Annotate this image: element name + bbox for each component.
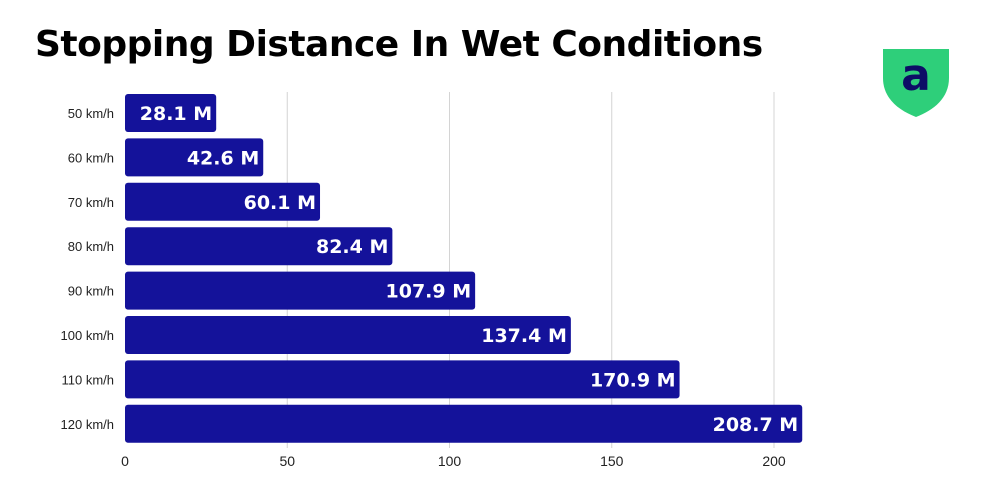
- chart-title: Stopping Distance In Wet Conditions: [35, 24, 763, 65]
- bar-value-label: 107.9 M: [386, 281, 472, 303]
- category-label: 50 km/h: [68, 106, 114, 121]
- bar: [125, 316, 571, 354]
- category-label: 100 km/h: [61, 328, 114, 343]
- bar-value-label: 82.4 M: [316, 236, 388, 258]
- category-label: 80 km/h: [68, 239, 114, 254]
- bar: [125, 182, 321, 221]
- bar-value-label: 208.7 M: [713, 414, 799, 436]
- x-tick-label: 0: [121, 453, 129, 469]
- logo-shield-shape: [883, 49, 949, 117]
- logo-letter: a: [901, 50, 931, 101]
- bar: [125, 404, 803, 443]
- category-label: 60 km/h: [68, 150, 114, 165]
- category-label: 120 km/h: [61, 417, 114, 432]
- x-tick-label: 150: [600, 453, 624, 469]
- bar: [125, 94, 217, 132]
- category-label: 90 km/h: [68, 284, 114, 299]
- bar: [125, 271, 476, 310]
- bar: [125, 227, 393, 266]
- x-tick-label: 200: [762, 453, 786, 469]
- x-tick-label: 50: [279, 453, 295, 469]
- bar: [125, 360, 680, 399]
- category-label: 70 km/h: [68, 195, 114, 210]
- bar-value-label: 137.4 M: [481, 325, 567, 347]
- bar-value-label: 60.1 M: [244, 192, 316, 214]
- bar-value-label: 170.9 M: [590, 369, 676, 391]
- bar-value-label: 42.6 M: [187, 147, 259, 169]
- bar-value-label: 28.1 M: [140, 103, 212, 125]
- bar: [125, 138, 264, 177]
- brand-logo-icon: a: [883, 49, 949, 117]
- x-tick-label: 100: [438, 453, 462, 469]
- category-label: 110 km/h: [61, 372, 114, 387]
